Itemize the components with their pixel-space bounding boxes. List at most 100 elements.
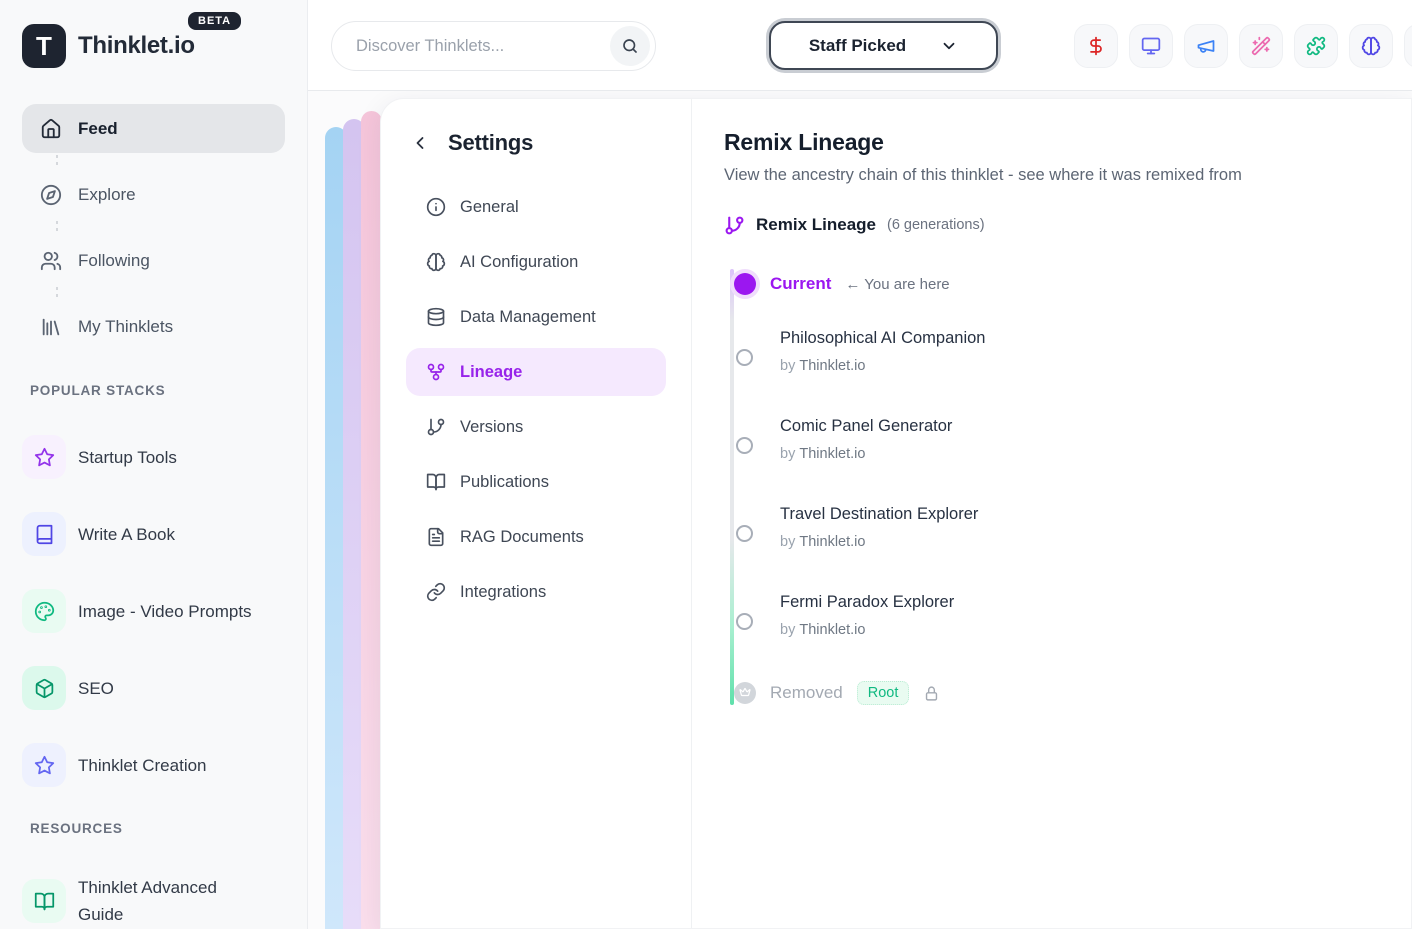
settings-item-lineage[interactable]: Lineage (406, 348, 666, 396)
sidebar-item-explore[interactable]: Explore (22, 170, 285, 219)
filter-dropdown-label: Staff Picked (808, 35, 907, 55)
dollar-icon-button[interactable] (1074, 24, 1118, 68)
git-branch-icon (426, 417, 446, 437)
book-open-icon (426, 472, 446, 492)
brain-icon-button[interactable] (1349, 24, 1393, 68)
settings-card: Settings General AI Configuration Data Man… (380, 98, 1412, 929)
lineage-node-author: by Thinklet.io (780, 534, 978, 550)
settings-items: General AI Configuration Data Management Li… (381, 183, 691, 616)
settings-item-publications[interactable]: Publications (406, 458, 666, 506)
settings-nav: Settings General AI Configuration Data Man… (381, 99, 691, 928)
lineage-node-text: Philosophical AI Companion by Thinklet.io (780, 326, 985, 374)
clipped-icon-button[interactable] (1404, 24, 1412, 68)
stacked-card-edge-blue (325, 127, 347, 929)
lineage-section-header: Remix Lineage (6 generations) (724, 213, 1371, 237)
author-name: Thinklet.io (799, 358, 866, 374)
users-icon (40, 250, 62, 272)
settings-item-label: Versions (460, 417, 524, 436)
back-button[interactable] (406, 129, 434, 157)
timeline-bar (730, 269, 734, 705)
sidebar-item-feed[interactable]: Feed (22, 104, 285, 153)
sidebar-item-my-thinklets[interactable]: My Thinklets (22, 302, 285, 351)
nav-connector (56, 287, 58, 300)
search-button[interactable] (610, 26, 650, 66)
settings-item-label: Data Management (460, 307, 596, 326)
topbar: Staff Picked (308, 0, 1412, 91)
lineage-node-circle (736, 525, 753, 542)
lineage-node-title: Fermi Paradox Explorer (780, 593, 955, 611)
settings-item-label: AI Configuration (460, 252, 579, 271)
chevron-down-icon (940, 37, 958, 55)
lineage-node-fermi-paradox-explorer[interactable]: Fermi Paradox Explorer by Thinklet.io (734, 590, 954, 638)
search-input[interactable] (332, 36, 610, 56)
lineage-node-text: Fermi Paradox Explorer by Thinklet.io (780, 590, 954, 638)
settings-item-ai-configuration[interactable]: AI Configuration (406, 238, 666, 286)
header-actions (1074, 24, 1412, 68)
puzzle-icon (1306, 36, 1326, 56)
sidebar-item-write-a-book[interactable]: Write A Book (22, 512, 285, 556)
lineage-node-text: Comic Panel Generator by Thinklet.io (780, 414, 952, 462)
megaphone-icon (1196, 36, 1216, 56)
star-icon (22, 435, 66, 479)
stack-label: Thinklet Advanced Guide (78, 878, 217, 924)
author-name: Thinklet.io (799, 534, 866, 550)
removed-node-label: Removed (770, 683, 843, 702)
stack-label: Image - Video Prompts (78, 601, 252, 621)
sidebar-nav: Feed Explore Following My Thinklets (0, 104, 307, 351)
database-icon (426, 307, 446, 327)
puzzle-icon-button[interactable] (1294, 24, 1338, 68)
settings-item-label: Publications (460, 472, 549, 491)
sidebar-item-thinklet-advanced-guide[interactable]: Thinklet Advanced Guide (22, 874, 285, 928)
author-name: Thinklet.io (799, 446, 866, 462)
popular-stacks-list: Startup Tools Write A Book Image - Video P… (0, 435, 307, 787)
lineage-node-circle (736, 613, 753, 630)
page-subtitle: View the ancestry chain of this thinklet… (724, 166, 1242, 184)
info-icon (426, 197, 446, 217)
current-node-label: Current (770, 274, 832, 293)
settings-item-rag-documents[interactable]: RAG Documents (406, 513, 666, 561)
settings-header: Settings (406, 125, 666, 161)
lineage-node-travel-destination-explorer[interactable]: Travel Destination Explorer by Thinklet.i… (734, 502, 978, 550)
settings-item-general[interactable]: General (406, 183, 666, 231)
settings-item-label: General (460, 197, 519, 216)
megaphone-icon-button[interactable] (1184, 24, 1228, 68)
filter-dropdown[interactable]: Staff Picked (769, 21, 998, 70)
link-icon (426, 582, 446, 602)
monitor-icon (1141, 36, 1161, 56)
lineage-section-title: Remix Lineage (756, 215, 876, 234)
author-prefix: by (780, 534, 796, 550)
lineage-node-author: by Thinklet.io (780, 622, 954, 638)
sidebar-item-following[interactable]: Following (22, 236, 285, 285)
stack-label: Startup Tools (78, 447, 177, 467)
settings-divider (691, 99, 692, 928)
settings-item-versions[interactable]: Versions (406, 403, 666, 451)
star-icon (22, 743, 66, 787)
brain-icon (426, 252, 446, 272)
sidebar-item-seo[interactable]: SEO (22, 666, 285, 710)
author-name: Thinklet.io (799, 622, 866, 638)
lineage-node-title: Comic Panel Generator (780, 417, 953, 435)
sidebar-item-image-video-prompts[interactable]: Image - Video Prompts (22, 589, 285, 633)
brand-logo[interactable]: T (22, 24, 66, 68)
sidebar-item-label: My Thinklets (78, 316, 174, 336)
sidebar: T Thinklet.io BETA Feed Explore Following M… (0, 0, 308, 929)
sidebar-item-startup-tools[interactable]: Startup Tools (22, 435, 285, 479)
lineage-node-comic-panel-generator[interactable]: Comic Panel Generator by Thinklet.io (734, 414, 952, 462)
compass-icon (40, 184, 62, 206)
lineage-node-philosophical-ai-companion[interactable]: Philosophical AI Companion by Thinklet.io (734, 326, 985, 374)
wand-icon (1251, 36, 1271, 56)
beta-badge: BETA (188, 12, 242, 30)
wand-icon-button[interactable] (1239, 24, 1283, 68)
lineage-generations-count: (6 generations) (887, 217, 985, 233)
sidebar-item-thinklet-creation[interactable]: Thinklet Creation (22, 743, 285, 787)
current-node-dot (734, 273, 756, 295)
monitor-icon-button[interactable] (1129, 24, 1173, 68)
popular-stacks-header: POPULAR STACKS (30, 383, 166, 398)
stack-label: SEO (78, 678, 114, 698)
settings-item-label: Integrations (460, 582, 547, 601)
file-text-icon (426, 527, 446, 547)
settings-item-data-management[interactable]: Data Management (406, 293, 666, 341)
lineage-content: Remix Lineage View the ancestry chain of… (724, 99, 1371, 712)
book-icon (22, 512, 66, 556)
settings-item-integrations[interactable]: Integrations (406, 568, 666, 616)
